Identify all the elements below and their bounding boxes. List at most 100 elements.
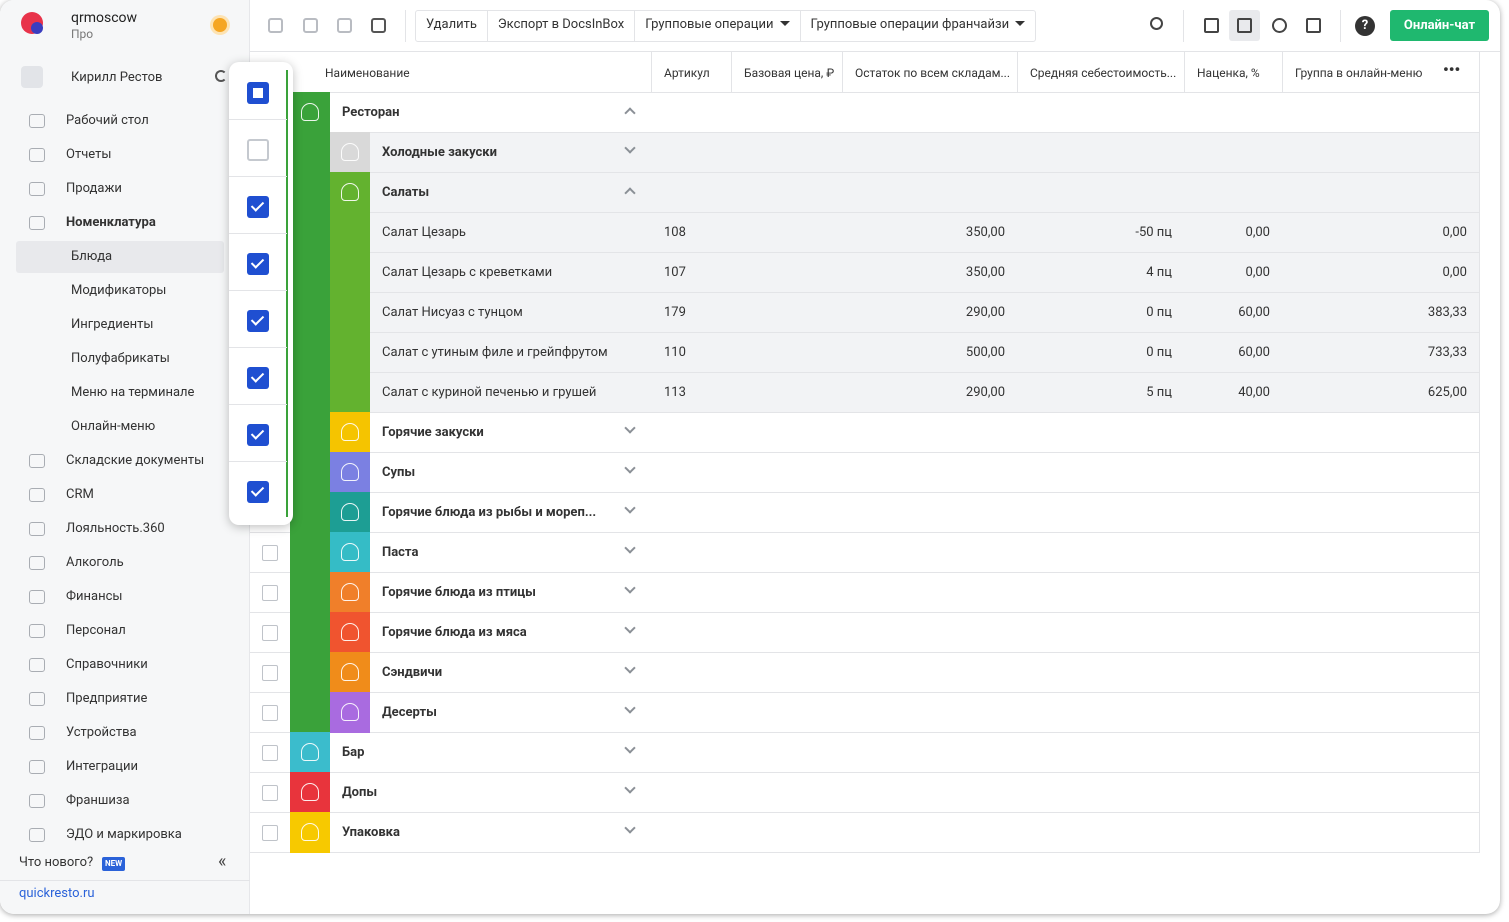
column-header[interactable]: Остаток по всем складам... (855, 65, 1009, 81)
nav-item[interactable]: Персонал (66, 623, 126, 639)
toolbar-button[interactable]: Групповые операции (635, 11, 800, 41)
nav-item[interactable]: Рабочий стол (66, 113, 149, 129)
table-row[interactable]: Паста (250, 533, 1479, 573)
collapse[interactable]: « (218, 853, 226, 871)
table-row[interactable]: Холодные закуски (250, 133, 1479, 173)
expand-toggle[interactable] (624, 622, 635, 633)
nav-item[interactable]: Финансы (66, 589, 123, 605)
popup-checkbox[interactable] (247, 310, 269, 332)
toolbar-button[interactable]: Удалить (416, 11, 488, 41)
table-row[interactable]: Ресторан (250, 93, 1479, 133)
expand-toggle[interactable] (624, 142, 635, 153)
table-row[interactable]: Салат с утиным филе и грейпфрутом110500,… (250, 333, 1479, 373)
site-link[interactable]: quickresto.ru (19, 886, 95, 902)
table-row[interactable]: Сэндвичи (250, 653, 1479, 693)
nav-item[interactable]: Лояльность.360 (66, 521, 165, 537)
nav-item[interactable]: Модификаторы (71, 283, 166, 299)
table-row[interactable]: Салат Нисуаз с тунцом179290,000 пц60,003… (250, 293, 1479, 333)
popup-checkbox[interactable] (247, 82, 269, 104)
chat-button[interactable]: Онлайн-чат (1390, 10, 1489, 41)
expand-toggle[interactable] (624, 542, 635, 553)
group-strip (290, 652, 330, 693)
expand-toggle[interactable] (624, 187, 635, 198)
toolbar-icon[interactable] (268, 18, 283, 33)
table-row[interactable]: Салат Цезарь с креветками107350,004 пц0,… (250, 253, 1479, 293)
toolbar-icon[interactable] (337, 18, 352, 33)
toolbar-icon[interactable] (1204, 18, 1219, 33)
column-header[interactable]: Артикул (664, 65, 710, 81)
expand-toggle[interactable] (624, 422, 635, 433)
expand-toggle[interactable] (624, 502, 635, 513)
column-header[interactable]: Группа в онлайн-меню (1295, 65, 1422, 81)
row-checkbox[interactable] (262, 625, 278, 641)
popup-checkbox[interactable] (247, 367, 269, 389)
toolbar-icon[interactable] (1306, 18, 1321, 33)
table-row[interactable]: Горячие блюда из рыбы и мореп... (250, 493, 1479, 533)
toolbar-icon[interactable] (371, 18, 386, 33)
column-header[interactable]: Средняя себестоимость... (1030, 65, 1176, 81)
search[interactable] (1150, 17, 1163, 30)
row-checkbox[interactable] (262, 785, 278, 801)
row-checkbox[interactable] (262, 825, 278, 841)
theme-toggle[interactable] (213, 18, 227, 32)
popup-checkbox[interactable] (247, 139, 269, 161)
whats-new[interactable]: Что нового? (19, 855, 93, 871)
nav-item[interactable]: Меню на терминале (71, 385, 194, 401)
expand-toggle[interactable] (624, 107, 635, 118)
table-row[interactable]: Салаты (250, 173, 1479, 213)
nav-item[interactable]: Интеграции (66, 759, 138, 775)
nav-item[interactable]: Справочники (66, 657, 148, 673)
table-row[interactable]: Салат Цезарь108350,00-50 пц0,000,00 (250, 213, 1479, 253)
nav-item[interactable]: Предприятие (66, 691, 147, 707)
table-row[interactable]: Супы (250, 453, 1479, 493)
expand-toggle[interactable] (624, 782, 635, 793)
nav-item[interactable]: Продажи (66, 181, 122, 197)
nav-item[interactable]: Отчеты (66, 147, 111, 163)
nav-item[interactable]: Номенклатура (66, 215, 156, 231)
expand-toggle[interactable] (624, 662, 635, 673)
popup-checkbox[interactable] (247, 253, 269, 275)
toolbar-icon[interactable] (303, 18, 318, 33)
nav-item[interactable]: Устройства (66, 725, 137, 741)
nav-item[interactable]: Онлайн-меню (71, 419, 155, 435)
table-row[interactable]: Десерты (250, 693, 1479, 733)
column-header[interactable]: Наценка, % (1197, 65, 1260, 81)
nav-item[interactable]: CRM (66, 487, 94, 503)
logout[interactable] (215, 70, 227, 82)
table-row[interactable]: Бар (250, 733, 1479, 773)
popup-checkbox[interactable] (247, 424, 269, 446)
row-checkbox[interactable] (262, 705, 278, 721)
expand-toggle[interactable] (624, 822, 635, 833)
row-checkbox[interactable] (262, 585, 278, 601)
table-row[interactable]: Салат с куриной печенью и грушей113290,0… (250, 373, 1479, 413)
table-row[interactable]: Допы (250, 773, 1479, 813)
column-header[interactable]: Наименование (325, 65, 410, 81)
more-columns[interactable]: ••• (1443, 60, 1460, 79)
nav-item[interactable]: Ингредиенты (71, 317, 154, 333)
nav-item[interactable]: ЭДО и маркировка (66, 827, 182, 843)
row-checkbox[interactable] (262, 545, 278, 561)
help[interactable]: ? (1355, 16, 1375, 36)
table-row[interactable]: Горячие блюда из птицы (250, 573, 1479, 613)
table-row[interactable]: Горячие блюда из мяса (250, 613, 1479, 653)
toolbar-button[interactable]: Экспорт в DocsInBox (488, 11, 635, 41)
row-checkbox[interactable] (262, 745, 278, 761)
popup-checkbox[interactable] (247, 196, 269, 218)
toolbar-icon[interactable] (1272, 18, 1287, 33)
nav-item[interactable]: Складские документы (66, 453, 204, 469)
toolbar-icon[interactable] (1237, 18, 1252, 33)
table-row[interactable]: Упаковка (250, 813, 1479, 853)
nav-item[interactable]: Алкоголь (66, 555, 124, 571)
nav-item[interactable]: Блюда (71, 249, 112, 265)
table-row[interactable]: Горячие закуски (250, 413, 1479, 453)
nav-item[interactable]: Франшиза (66, 793, 130, 809)
expand-toggle[interactable] (624, 462, 635, 473)
row-checkbox[interactable] (262, 665, 278, 681)
nav-item[interactable]: Полуфабрикаты (71, 351, 170, 367)
column-header[interactable]: Базовая цена, ₽ (744, 65, 834, 81)
expand-toggle[interactable] (624, 582, 635, 593)
popup-checkbox[interactable] (247, 481, 269, 503)
expand-toggle[interactable] (624, 742, 635, 753)
toolbar-button[interactable]: Групповые операции франчайзи (801, 11, 1036, 41)
expand-toggle[interactable] (624, 702, 635, 713)
